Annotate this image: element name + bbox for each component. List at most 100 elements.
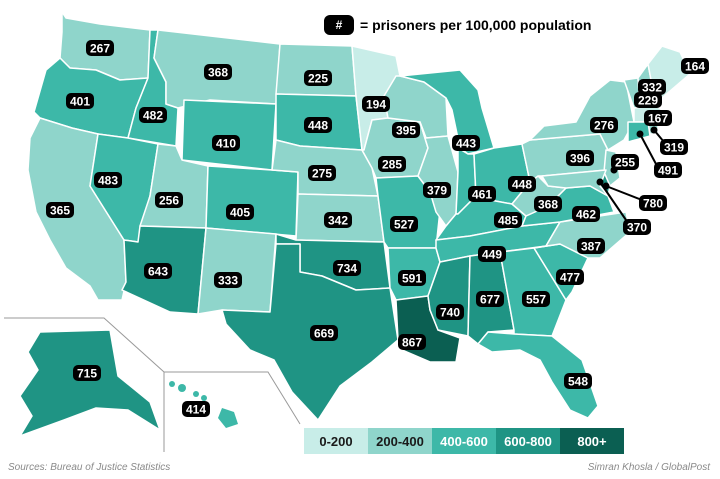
state-value-badge	[139, 107, 167, 123]
state-value-badge	[436, 304, 464, 320]
state-value-text: 483	[98, 174, 118, 188]
scale-bin-200-400: 200-400	[368, 428, 432, 454]
state-value-badge	[508, 176, 536, 192]
state-value-badge	[66, 93, 94, 109]
color-scale-legend: 0-200 200-400 400-600 600-800 800+	[304, 428, 624, 454]
state-value-label-ks: 342	[324, 212, 352, 228]
state-value-badge	[522, 291, 550, 307]
state-value-label-ne: 275	[308, 165, 336, 181]
state-value-badge	[226, 204, 254, 220]
state-nm	[197, 227, 277, 315]
state-value-label-mn: 194	[362, 96, 390, 112]
state-value-badge	[590, 117, 618, 133]
state-value-text: 332	[642, 81, 662, 95]
state-value-text: 387	[581, 240, 601, 254]
state-value-badge	[182, 401, 210, 417]
state-md	[541, 169, 609, 197]
state-value-label-il: 379	[423, 182, 451, 198]
state-value-text: 379	[427, 184, 447, 198]
hawaii-inset-border	[164, 371, 301, 425]
state-value-text: 401	[70, 95, 90, 109]
state-value-badge	[398, 270, 426, 286]
state-value-label-wa: 267	[86, 40, 114, 56]
leader-line-ct	[639, 133, 657, 165]
state-value-text: 395	[396, 124, 416, 138]
state-value-label-wv: 368	[534, 196, 562, 212]
state-value-text: 275	[312, 167, 332, 181]
state-value-text: 548	[568, 375, 588, 389]
alaska-inset-border	[4, 317, 165, 452]
state-ak	[19, 329, 161, 437]
state-value-text: 396	[570, 152, 590, 166]
state-value-badge	[452, 135, 480, 151]
state-value-label-pa: 396	[566, 150, 594, 166]
state-value-badge	[204, 64, 232, 80]
scale-bin-800plus: 800+	[560, 428, 624, 454]
state-value-text: 527	[394, 218, 414, 232]
state-value-label-nm: 333	[214, 272, 242, 288]
state-value-badge	[468, 186, 496, 202]
state-value-text: 443	[456, 137, 476, 151]
state-value-badge	[333, 260, 361, 276]
state-value-text: 285	[382, 158, 402, 172]
state-value-label-sd: 448	[304, 117, 332, 133]
state-value-text: 365	[50, 204, 70, 218]
state-value-text: 740	[440, 306, 460, 320]
state-value-text: 229	[638, 94, 658, 108]
value-key-badge: #	[324, 15, 354, 35]
state-value-badge	[566, 150, 594, 166]
state-value-label-co: 405	[226, 204, 254, 220]
state-value-text: 164	[685, 60, 705, 74]
state-value-badge	[564, 373, 592, 389]
state-value-text: 319	[664, 141, 684, 155]
state-value-label-or: 401	[66, 93, 94, 109]
state-value-badge	[94, 172, 122, 188]
state-value-label-ms: 740	[436, 304, 464, 320]
state-value-label-ut: 256	[155, 192, 183, 208]
state-value-text: 591	[402, 272, 422, 286]
state-value-label-ia: 285	[378, 156, 406, 172]
state-value-text: 462	[576, 208, 596, 222]
state-value-label-ok: 734	[333, 260, 361, 276]
leader-line-de	[605, 185, 643, 201]
leader-line-md	[599, 181, 627, 221]
state-value-badge	[476, 291, 504, 307]
leader-dot-md	[596, 178, 604, 186]
state-value-label-sc: 477	[556, 269, 584, 285]
state-value-text: 461	[472, 188, 492, 202]
state-value-badge	[212, 135, 240, 151]
state-value-label-nv: 483	[94, 172, 122, 188]
state-value-label-ma: 167	[644, 110, 672, 126]
state-value-badge	[308, 165, 336, 181]
state-value-text: 405	[230, 206, 250, 220]
state-value-label-ky: 485	[494, 212, 522, 228]
state-value-badge	[392, 122, 420, 138]
state-value-badge	[362, 96, 390, 112]
state-value-text: 448	[512, 178, 532, 192]
state-value-badge	[390, 216, 418, 232]
state-value-badge	[660, 139, 688, 155]
state-value-badge	[304, 70, 332, 86]
state-fl	[477, 331, 599, 419]
state-value-badge	[623, 219, 651, 235]
scale-bin-400-600: 400-600	[432, 428, 496, 454]
state-value-badge	[46, 202, 74, 218]
state-value-label-ri: 319	[660, 139, 688, 155]
state-value-label-ct: 491	[654, 162, 682, 178]
state-value-label-tn: 449	[478, 246, 506, 262]
state-value-text: 780	[643, 197, 663, 211]
state-value-text: 225	[308, 72, 328, 86]
state-value-label-ca: 365	[46, 202, 74, 218]
state-value-text: 333	[218, 274, 238, 288]
state-value-badge	[577, 238, 605, 254]
state-value-label-vt: 229	[634, 92, 662, 108]
state-value-label-ga: 557	[522, 291, 550, 307]
state-value-badge	[144, 263, 172, 279]
state-value-label-wi: 395	[392, 122, 420, 138]
state-value-label-ny: 276	[590, 117, 618, 133]
state-value-label-az: 643	[144, 263, 172, 279]
state-value-text: 867	[402, 336, 422, 350]
state-value-badge	[556, 269, 584, 285]
state-value-label-in: 461	[468, 186, 496, 202]
